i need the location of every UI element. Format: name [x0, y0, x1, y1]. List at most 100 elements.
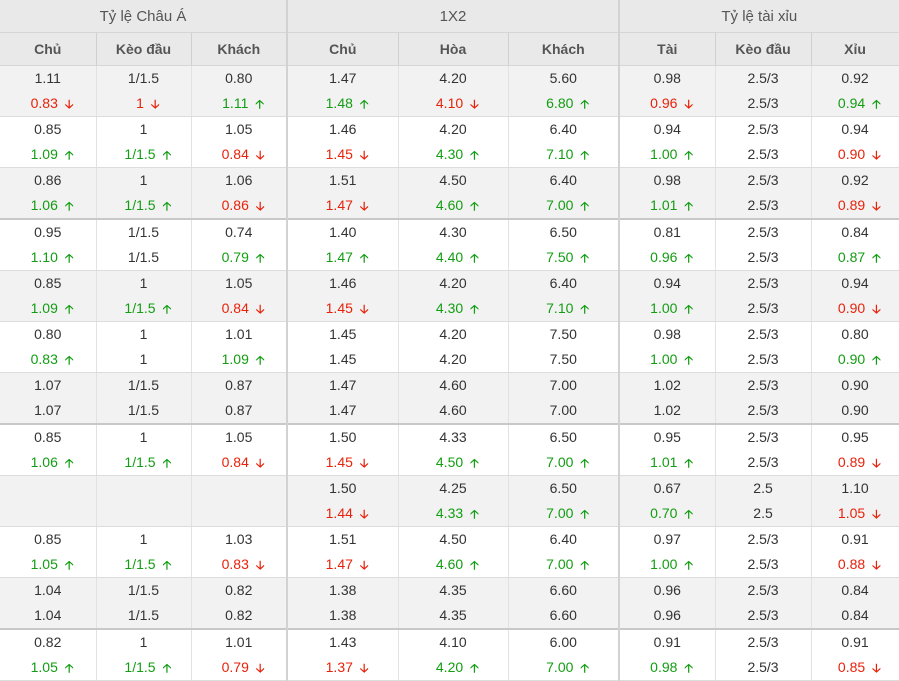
odds-cell[interactable]: 2.5/3 2.5/3 — [715, 65, 812, 117]
odds-cell[interactable]: 1.51 1.47 🡣 — [287, 526, 399, 578]
odds-cell[interactable]: 4.20 4.30 🡡 — [398, 270, 509, 322]
table-row[interactable]: 0.80 0.83 🡡 1 1 1.01 1.09 🡡 1.45 1.45 4.20 4.20 7.50… — [0, 321, 899, 373]
odds-cell[interactable]: 1.46 1.45 🡣 — [287, 116, 399, 168]
odds-cell[interactable]: 2.5/3 2.5/3 — [715, 167, 812, 220]
odds-cell[interactable]: 6.50 7.00 🡡 — [508, 423, 621, 476]
odds-cell[interactable]: 1/1.5 1/1.5 — [96, 372, 192, 425]
odds-cell[interactable]: 0.84 0.84 — [811, 577, 899, 630]
odds-cell[interactable]: 0.85 1.06 🡡 — [0, 423, 97, 476]
odds-cell[interactable]: 0.98 0.96 🡣 — [619, 65, 716, 117]
odds-cell[interactable]: 4.25 4.33 🡡 — [398, 475, 509, 527]
odds-cell[interactable]: 2.5/3 2.5/3 — [715, 526, 812, 578]
odds-cell[interactable]: 7.00 7.00 — [508, 372, 621, 425]
odds-cell[interactable]: 5.60 6.80 🡡 — [508, 65, 621, 117]
odds-cell[interactable]: 2.5/3 2.5/3 — [715, 372, 812, 425]
odds-cell[interactable]: 0.80 0.83 🡡 — [0, 321, 97, 373]
table-row[interactable]: 1.04 1.04 1/1.5 1/1.5 0.82 0.82 1.38 1.38 4.35 4.… — [0, 577, 899, 630]
odds-cell[interactable]: 0.85 1.05 🡡 — [0, 526, 97, 578]
odds-cell[interactable]: 1.51 1.47 🡣 — [287, 167, 399, 220]
odds-cell[interactable]: 0.67 0.70 🡡 — [619, 475, 716, 527]
odds-cell[interactable]: 2.5/3 2.5/3 — [715, 321, 812, 373]
odds-cell[interactable]: 0.91 0.98 🡡 — [619, 628, 716, 681]
odds-cell[interactable]: 2.5/3 2.5/3 — [715, 577, 812, 630]
odds-cell[interactable]: 0.80 0.90 🡡 — [811, 321, 899, 373]
odds-cell[interactable] — [96, 475, 192, 527]
odds-cell[interactable]: 0.98 1.00 🡡 — [619, 321, 716, 373]
odds-cell[interactable]: 0.74 0.79 🡡 — [191, 218, 289, 271]
odds-cell[interactable]: 1.43 1.37 🡣 — [287, 628, 399, 681]
odds-cell[interactable]: 1.04 1.04 — [0, 577, 97, 630]
odds-cell[interactable]: 2.5/3 2.5/3 — [715, 270, 812, 322]
odds-cell[interactable]: 1.11 0.83 🡣 — [0, 65, 97, 117]
odds-cell[interactable]: 6.40 7.10 🡡 — [508, 270, 621, 322]
odds-cell[interactable]: 0.94 0.90 🡣 — [811, 116, 899, 168]
odds-cell[interactable]: 0.95 1.01 🡡 — [619, 423, 716, 476]
odds-cell[interactable] — [191, 475, 289, 527]
odds-cell[interactable]: 6.00 7.00 🡡 — [508, 628, 621, 681]
odds-cell[interactable]: 1 1/1.5 🡡 — [96, 526, 192, 578]
table-row[interactable]: 0.95 1.10 🡡 1/1.5 1/1.5 0.74 0.79 🡡 1.40 1.47 🡡 4.3… — [0, 218, 899, 271]
table-row[interactable]: 1.11 0.83 🡣 1/1.5 1 🡣 0.80 1.11 🡡 1.47 1.48 🡡 4.20 4.… — [0, 65, 899, 117]
odds-cell[interactable]: 0.91 0.88 🡣 — [811, 526, 899, 578]
odds-cell[interactable]: 0.98 1.01 🡡 — [619, 167, 716, 220]
odds-cell[interactable]: 1.07 1.07 — [0, 372, 97, 425]
odds-cell[interactable]: 1.50 1.45 🡣 — [287, 423, 399, 476]
odds-cell[interactable]: 0.86 1.06 🡡 — [0, 167, 97, 220]
odds-cell[interactable]: 1.38 1.38 — [287, 577, 399, 630]
odds-cell[interactable]: 1.47 1.47 — [287, 372, 399, 425]
odds-cell[interactable]: 6.50 7.00 🡡 — [508, 475, 621, 527]
odds-cell[interactable]: 1/1.5 1/1.5 — [96, 218, 192, 271]
odds-cell[interactable]: 0.91 0.85 🡣 — [811, 628, 899, 681]
odds-cell[interactable]: 4.20 4.10 🡣 — [398, 65, 509, 117]
odds-cell[interactable]: 1.47 1.48 🡡 — [287, 65, 399, 117]
odds-cell[interactable]: 0.94 1.00 🡡 — [619, 270, 716, 322]
odds-cell[interactable]: 2.5/3 2.5/3 — [715, 423, 812, 476]
odds-cell[interactable]: 4.35 4.35 — [398, 577, 509, 630]
odds-cell[interactable]: 4.20 4.30 🡡 — [398, 116, 509, 168]
odds-cell[interactable]: 4.50 4.60 🡡 — [398, 526, 509, 578]
odds-cell[interactable]: 1 1/1.5 🡡 — [96, 628, 192, 681]
odds-cell[interactable]: 1.05 0.84 🡣 — [191, 270, 289, 322]
odds-cell[interactable]: 1.45 1.45 — [287, 321, 399, 373]
odds-cell[interactable]: 6.40 7.00 🡡 — [508, 167, 621, 220]
odds-cell[interactable]: 1 1/1.5 🡡 — [96, 167, 192, 220]
odds-cell[interactable]: 1.06 0.86 🡣 — [191, 167, 289, 220]
table-row[interactable]: 0.85 1.09 🡡 1 1/1.5 🡡 1.05 0.84 🡣 1.46 1.45 🡣 4.20 4.… — [0, 116, 899, 168]
table-row[interactable]: 1.07 1.07 1/1.5 1/1.5 0.87 0.87 1.47 1.47 4.60 4.… — [0, 372, 899, 425]
odds-cell[interactable]: 0.82 0.82 — [191, 577, 289, 630]
table-row[interactable]: 0.86 1.06 🡡 1 1/1.5 🡡 1.06 0.86 🡣 1.51 1.47 🡣 4.50 4.… — [0, 167, 899, 220]
odds-cell[interactable]: 7.50 7.50 — [508, 321, 621, 373]
odds-cell[interactable]: 0.82 1.05 🡡 — [0, 628, 97, 681]
odds-cell[interactable]: 1 1/1.5 🡡 — [96, 423, 192, 476]
odds-cell[interactable]: 1.03 0.83 🡣 — [191, 526, 289, 578]
odds-cell[interactable]: 0.81 0.96 🡡 — [619, 218, 716, 271]
odds-cell[interactable]: 2.5 2.5 — [715, 475, 812, 527]
odds-cell[interactable]: 0.87 0.87 — [191, 372, 289, 425]
odds-cell[interactable]: 4.33 4.50 🡡 — [398, 423, 509, 476]
odds-cell[interactable]: 1 1/1.5 🡡 — [96, 116, 192, 168]
odds-cell[interactable]: 1.01 1.09 🡡 — [191, 321, 289, 373]
odds-cell[interactable]: 1.46 1.45 🡣 — [287, 270, 399, 322]
odds-cell[interactable]: 4.50 4.60 🡡 — [398, 167, 509, 220]
odds-cell[interactable]: 0.85 1.09 🡡 — [0, 270, 97, 322]
odds-cell[interactable]: 6.50 7.50 🡡 — [508, 218, 621, 271]
table-row[interactable]: 0.82 1.05 🡡 1 1/1.5 🡡 1.01 0.79 🡣 1.43 1.37 🡣 4.10 4.… — [0, 628, 899, 681]
odds-cell[interactable]: 1.50 1.44 🡣 — [287, 475, 399, 527]
odds-cell[interactable]: 6.60 6.60 — [508, 577, 621, 630]
odds-cell[interactable]: 0.94 0.90 🡣 — [811, 270, 899, 322]
odds-cell[interactable]: 2.5/3 2.5/3 — [715, 628, 812, 681]
odds-cell[interactable]: 0.95 1.10 🡡 — [0, 218, 97, 271]
odds-cell[interactable]: 1.40 1.47 🡡 — [287, 218, 399, 271]
odds-cell[interactable]: 1.05 0.84 🡣 — [191, 423, 289, 476]
odds-cell[interactable]: 1.01 0.79 🡣 — [191, 628, 289, 681]
odds-cell[interactable]: 1/1.5 1 🡣 — [96, 65, 192, 117]
odds-cell[interactable]: 0.92 0.89 🡣 — [811, 167, 899, 220]
odds-cell[interactable]: 1/1.5 1/1.5 — [96, 577, 192, 630]
odds-cell[interactable]: 0.95 0.89 🡣 — [811, 423, 899, 476]
table-row[interactable]: 0.85 1.06 🡡 1 1/1.5 🡡 1.05 0.84 🡣 1.50 1.45 🡣 4.33 4.… — [0, 423, 899, 476]
odds-cell[interactable]: 0.97 1.00 🡡 — [619, 526, 716, 578]
table-row[interactable]: 0.85 1.09 🡡 1 1/1.5 🡡 1.05 0.84 🡣 1.46 1.45 🡣 4.20 4.… — [0, 270, 899, 322]
table-row[interactable]: 0.85 1.05 🡡 1 1/1.5 🡡 1.03 0.83 🡣 1.51 1.47 🡣 4.50 4.… — [0, 526, 899, 578]
odds-cell[interactable]: 6.40 7.10 🡡 — [508, 116, 621, 168]
